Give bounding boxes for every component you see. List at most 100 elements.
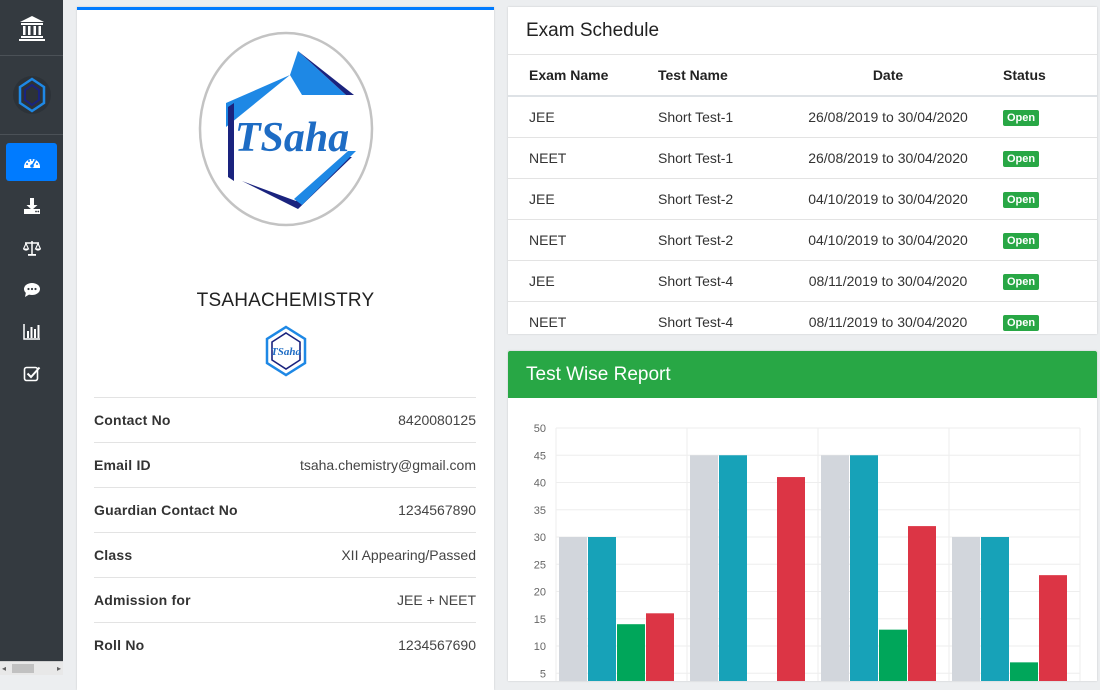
- cell-date: 26/08/2019 to 30/04/2020: [773, 137, 1003, 179]
- info-label: Admission for: [94, 592, 191, 608]
- cell-test: Short Test-2: [658, 219, 773, 261]
- dashboard-icon: [23, 159, 40, 168]
- sidebar-item-dashboard[interactable]: [6, 143, 57, 181]
- y-tick-label: 30: [534, 532, 546, 544]
- y-tick-label: 15: [534, 614, 546, 626]
- status-badge[interactable]: Open: [1003, 110, 1040, 126]
- cell-test: Short Test-4: [658, 260, 773, 302]
- info-row-guardian-contact: Guardian Contact No 1234567890: [94, 487, 476, 532]
- scrollbar-thumb[interactable]: [12, 664, 35, 673]
- chart-bar: [952, 537, 980, 681]
- cell-exam: JEE: [508, 95, 658, 138]
- column-header-test[interactable]: Test Name: [658, 55, 773, 97]
- table-row[interactable]: JEE Short Test-4 08/11/2019 to 30/04/202…: [508, 260, 1097, 302]
- chart-bar: [908, 526, 936, 681]
- scroll-right-icon[interactable]: ▸: [56, 664, 61, 673]
- cell-exam: JEE: [508, 260, 658, 302]
- test-wise-report-card: Test Wise Report 50 45 40 35 30 25 20 15 10 5: [508, 351, 1097, 681]
- cell-date: 08/11/2019 to 30/04/2020: [773, 260, 1003, 302]
- status-badge[interactable]: Open: [1003, 151, 1040, 167]
- chart-bar: [559, 537, 587, 681]
- institution-icon: [18, 15, 45, 41]
- chart-bar: [588, 537, 616, 681]
- exam-schedule-table: Exam Name Test Name Date Status JEE Shor…: [508, 55, 1097, 342]
- sidebar-avatar[interactable]: [0, 56, 63, 135]
- column-header-status[interactable]: Status: [1003, 55, 1097, 97]
- sidebar-brand[interactable]: [0, 0, 63, 56]
- status-badge[interactable]: Open: [1003, 233, 1040, 249]
- info-row-roll: Roll No 1234567690: [94, 622, 476, 667]
- column-header-exam[interactable]: Exam Name: [508, 55, 658, 97]
- info-value: XII Appearing/Passed: [341, 547, 476, 563]
- info-label: Guardian Contact No: [94, 502, 238, 518]
- sidebar-item-download[interactable]: [6, 185, 57, 227]
- scroll-left-icon[interactable]: ◂: [2, 664, 7, 673]
- cell-exam: NEET: [508, 219, 658, 261]
- chart-bar: [719, 455, 747, 681]
- table-row[interactable]: JEE Short Test-1 26/08/2019 to 30/04/202…: [508, 95, 1097, 138]
- y-tick-label: 35: [534, 505, 546, 517]
- y-tick-label: 25: [534, 559, 546, 571]
- y-tick-label: 20: [534, 587, 546, 599]
- info-row-class: Class XII Appearing/Passed: [94, 532, 476, 577]
- cell-date: 04/10/2019 to 30/04/2020: [773, 219, 1003, 261]
- sidebar: ◂ ▸: [0, 0, 63, 675]
- chart-bar: [617, 624, 645, 681]
- exam-schedule-title: Exam Schedule: [508, 7, 1097, 55]
- horizontal-scrollbar[interactable]: ◂ ▸: [0, 661, 63, 675]
- column-header-date[interactable]: Date: [773, 55, 1003, 97]
- table-row[interactable]: NEET Short Test-4 08/11/2019 to 30/04/20…: [508, 301, 1097, 342]
- status-badge[interactable]: Open: [1003, 192, 1040, 208]
- cell-test: Short Test-4: [658, 301, 773, 342]
- chart-bar: [777, 477, 805, 681]
- cell-date: 26/08/2019 to 30/04/2020: [773, 95, 1003, 138]
- test-wise-report-chart: 50 45 40 35 30 25 20 15 10 5: [534, 423, 1081, 681]
- cell-test: Short Test-1: [658, 95, 773, 138]
- chart-bar: [1039, 575, 1067, 681]
- comment-icon: [23, 283, 40, 297]
- info-row-email: Email ID tsaha.chemistry@gmail.com: [94, 442, 476, 487]
- info-label: Roll No: [94, 637, 145, 653]
- sidebar-item-messages[interactable]: [6, 269, 57, 311]
- status-badge[interactable]: Open: [1003, 274, 1040, 290]
- table-header-row: Exam Name Test Name Date Status: [508, 55, 1097, 97]
- info-label: Email ID: [94, 457, 151, 473]
- info-label: Contact No: [94, 412, 171, 428]
- info-value: 8420080125: [398, 412, 476, 428]
- cell-exam: NEET: [508, 137, 658, 179]
- info-value: 1234567890: [398, 502, 476, 518]
- chart-bar: [879, 629, 907, 681]
- sidebar-item-tasks[interactable]: [6, 353, 57, 395]
- chart-bar: [821, 455, 849, 681]
- y-tick-label: 45: [534, 450, 546, 462]
- table-row[interactable]: JEE Short Test-2 04/10/2019 to 30/04/202…: [508, 178, 1097, 220]
- chart-bar: [690, 455, 718, 681]
- y-tick-label: 10: [534, 641, 546, 653]
- chart-bar: [646, 613, 674, 681]
- info-value: tsaha.chemistry@gmail.com: [299, 457, 476, 473]
- y-tick-label: 50: [534, 423, 546, 435]
- y-tick-label: 40: [534, 478, 546, 490]
- table-row[interactable]: NEET Short Test-1 26/08/2019 to 30/04/20…: [508, 137, 1097, 179]
- status-badge[interactable]: Open: [1003, 315, 1040, 331]
- cell-exam: JEE: [508, 178, 658, 220]
- cell-test: Short Test-1: [658, 137, 773, 179]
- info-label: Class: [94, 547, 133, 563]
- table-row[interactable]: NEET Short Test-2 04/10/2019 to 30/04/20…: [508, 219, 1097, 261]
- info-row-contact: Contact No 8420080125: [94, 397, 476, 442]
- tsaha-logo: TSaha: [198, 31, 374, 227]
- sidebar-item-balance[interactable]: [6, 227, 57, 269]
- tsaha-mini-logo-text: TSaha: [271, 346, 301, 358]
- info-row-admission: Admission for JEE + NEET: [94, 577, 476, 622]
- tsaha-logo-text: TSaha: [235, 115, 349, 161]
- exam-schedule-card: Exam Schedule Exam Name Test Name Date S…: [508, 7, 1097, 342]
- tsaha-mini-logo: TSaha: [265, 325, 307, 377]
- user-logo-icon: [12, 76, 51, 114]
- profile-name: TSAHACHEMISTRY: [196, 290, 375, 311]
- info-value: JEE + NEET: [397, 592, 476, 608]
- report-title: Test Wise Report: [508, 351, 1097, 398]
- balance-scale-icon: [22, 241, 41, 256]
- sidebar-item-reports[interactable]: [6, 311, 57, 353]
- profile-info-list: Contact No 8420080125 Email ID tsaha.che…: [94, 397, 476, 667]
- info-value: 1234567690: [398, 637, 476, 653]
